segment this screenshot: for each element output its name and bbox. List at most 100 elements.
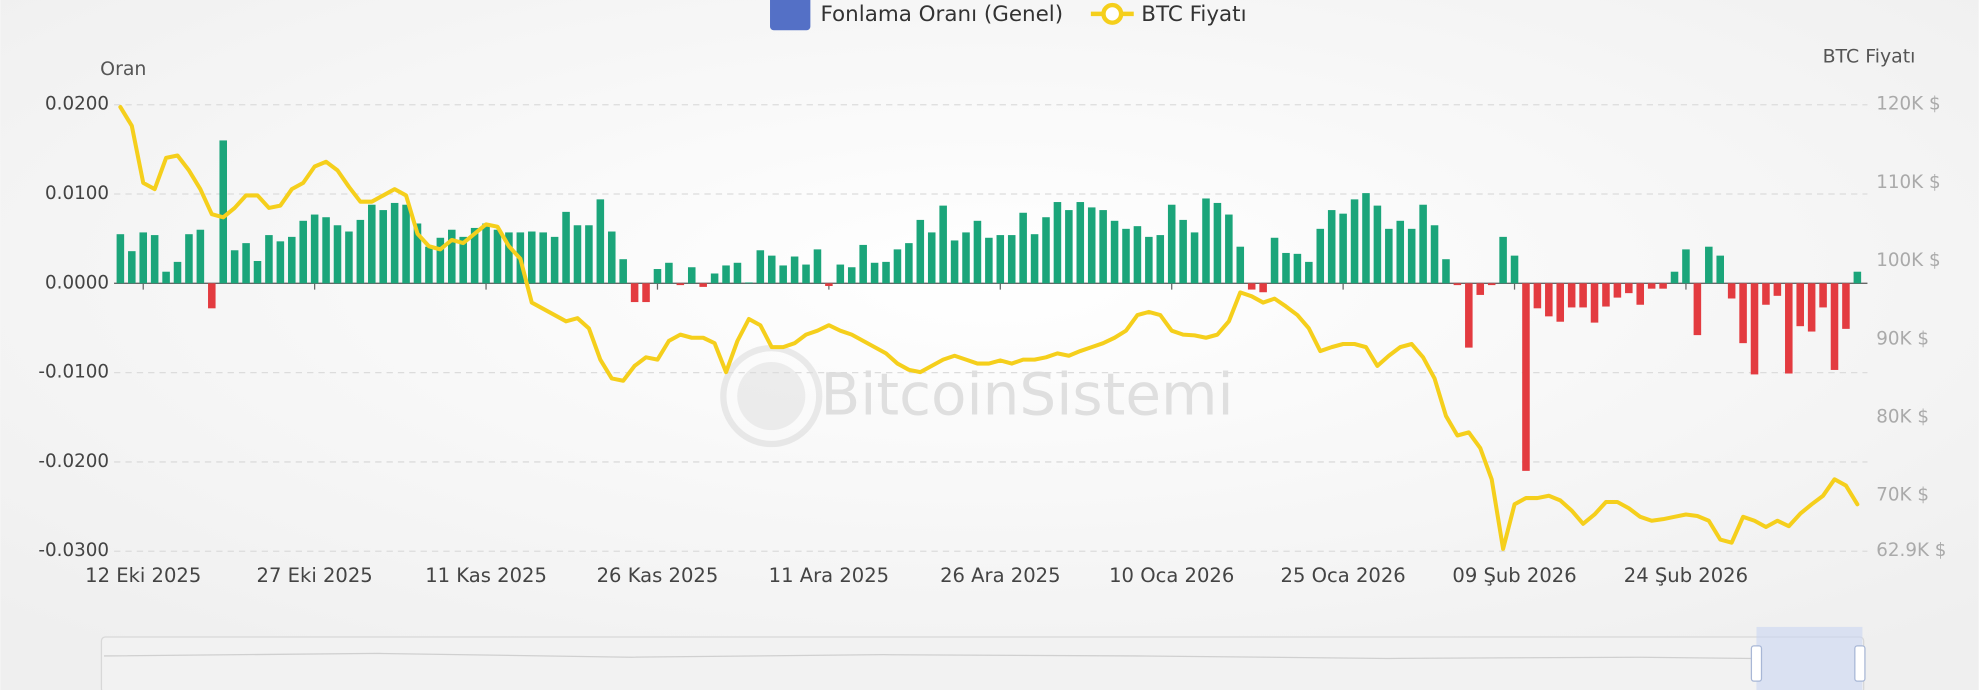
- bar: [1659, 283, 1667, 289]
- bar: [893, 249, 902, 284]
- x-tick-label: 25 Oca 2026: [1281, 564, 1406, 587]
- bar: [802, 264, 810, 284]
- bar: [116, 234, 125, 284]
- legend-label[interactable]: Fonlama Oranı (Genel): [820, 2, 1063, 27]
- bar: [722, 265, 730, 284]
- bar: [1167, 204, 1176, 284]
- bar: [1647, 283, 1656, 289]
- bar: [1247, 283, 1256, 290]
- bar: [1773, 283, 1782, 296]
- x-tick-label: 10 Oca 2026: [1109, 564, 1234, 587]
- bar: [550, 236, 559, 284]
- bar: [470, 227, 479, 284]
- y-tick-label: -0.0200: [38, 451, 109, 472]
- bar: [1796, 283, 1804, 327]
- x-tick-label: 11 Kas 2025: [425, 564, 547, 587]
- zoom-handle[interactable]: [1854, 645, 1866, 682]
- bar: [1602, 283, 1610, 307]
- bar: [1522, 283, 1530, 471]
- bar: [687, 267, 696, 284]
- bar: [1065, 210, 1073, 284]
- bar: [1362, 193, 1370, 284]
- bar: [1762, 283, 1770, 305]
- bar: [1453, 283, 1462, 286]
- bar: [790, 256, 799, 284]
- bar: [539, 232, 547, 284]
- bar: [699, 283, 707, 287]
- bar: [905, 243, 913, 284]
- legend-label[interactable]: BTC Fiyatı: [1141, 2, 1246, 27]
- legend[interactable]: Fonlama Oranı (Genel) BTC Fiyatı: [770, 0, 1247, 31]
- bar: [345, 231, 353, 284]
- y-tick-label: -0.0100: [38, 362, 109, 383]
- bar: [585, 225, 593, 284]
- legend-swatch-marker: [1101, 2, 1124, 25]
- bar: [1145, 236, 1153, 284]
- bar: [1270, 237, 1279, 284]
- bar: [150, 235, 159, 284]
- bar: [1236, 246, 1245, 284]
- bar: [1305, 261, 1313, 284]
- x-tick-label: 26 Kas 2025: [597, 564, 719, 587]
- bar: [653, 269, 662, 284]
- bar: [1556, 283, 1565, 322]
- bar: [1407, 228, 1416, 284]
- bar: [1385, 228, 1393, 284]
- bar: [436, 237, 445, 284]
- bar: [1179, 219, 1187, 284]
- bar: [836, 264, 845, 284]
- bar: [1042, 217, 1050, 284]
- bar: [1739, 283, 1747, 344]
- bar: [1373, 205, 1382, 284]
- bar: [1110, 220, 1119, 284]
- bar: [185, 234, 193, 284]
- bar: [1419, 204, 1427, 284]
- bar: [390, 202, 399, 284]
- y2-tick-label: 90K $: [1876, 328, 1929, 349]
- bar: [882, 261, 890, 284]
- bar: [573, 225, 582, 284]
- bar: [756, 250, 765, 284]
- bar: [128, 251, 136, 284]
- bar: [607, 231, 616, 284]
- bar: [1099, 210, 1107, 284]
- y-tick-label: 0.0200: [45, 94, 109, 115]
- zoom-window[interactable]: [1756, 626, 1863, 690]
- bar: [962, 232, 970, 284]
- y2-tick-label: 80K $: [1876, 407, 1929, 428]
- bar: [1430, 225, 1439, 284]
- zoom-handle[interactable]: [1750, 645, 1763, 682]
- zoom-preview: [103, 652, 1754, 660]
- bar: [1590, 283, 1599, 323]
- legend-item[interactable]: Fonlama Oranı (Genel): [770, 0, 1063, 31]
- bar: [1510, 255, 1519, 284]
- bar: [288, 236, 296, 284]
- bar: [1190, 232, 1199, 284]
- bar: [322, 217, 330, 284]
- data-zoom[interactable]: [100, 626, 1866, 690]
- bar: [1259, 283, 1267, 293]
- zoom-track[interactable]: [100, 636, 1865, 690]
- bar: [859, 244, 867, 284]
- bar: [1785, 283, 1793, 374]
- bar: [1156, 235, 1165, 284]
- bar: [368, 204, 376, 284]
- bar: [733, 262, 742, 284]
- legend-item[interactable]: BTC Fiyatı: [1090, 2, 1247, 27]
- bar: [870, 262, 879, 284]
- bar: [1350, 199, 1359, 284]
- x-tick-label: 12 Eki 2025: [85, 564, 201, 587]
- bar: [1727, 283, 1736, 299]
- bar: [208, 283, 216, 309]
- bar: [276, 241, 285, 284]
- bar: [425, 246, 433, 284]
- bar: [265, 235, 273, 284]
- bar: [1476, 283, 1485, 295]
- watermark-logo: [720, 345, 823, 448]
- bar: [630, 283, 639, 303]
- bar: [1807, 283, 1816, 332]
- bar: [1213, 202, 1222, 284]
- y-tick-label: 0.0000: [45, 272, 109, 293]
